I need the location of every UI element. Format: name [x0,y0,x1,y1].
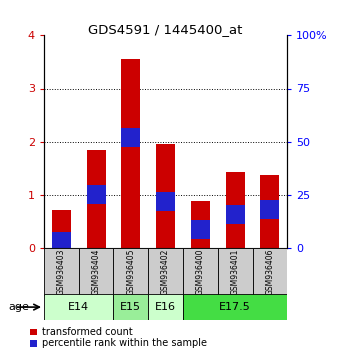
Text: GSM936400: GSM936400 [196,249,205,295]
Text: age: age [8,302,29,312]
Bar [44,294,114,320]
Bar [121,59,140,248]
Bar [260,175,280,248]
Bar [218,248,252,296]
Text: E16: E16 [155,302,176,312]
Bar [44,248,79,296]
Bar [52,210,71,248]
Text: GDS4591 / 1445400_at: GDS4591 / 1445400_at [89,23,243,36]
Bar [183,248,218,296]
Text: percentile rank within the sample: percentile rank within the sample [42,338,207,348]
Text: E14: E14 [68,302,89,312]
Bar [191,201,210,248]
Bar [156,192,175,211]
Bar [114,248,148,296]
Bar [148,294,183,320]
Bar [183,294,287,320]
Text: GSM936402: GSM936402 [161,249,170,295]
Text: GSM936403: GSM936403 [57,249,66,295]
Bar [260,200,280,219]
Bar [148,248,183,296]
Bar [114,294,148,320]
Text: E17.5: E17.5 [219,302,251,312]
Bar [225,172,245,248]
Text: transformed count: transformed count [42,327,132,337]
Bar [121,128,140,147]
Bar [87,185,106,204]
Text: GSM936401: GSM936401 [231,249,240,295]
Text: E15: E15 [120,302,141,312]
Bar [225,205,245,224]
Bar [252,248,287,296]
Bar [156,144,175,248]
Bar [191,219,210,239]
Text: GSM936404: GSM936404 [92,249,101,295]
Bar [79,248,114,296]
Bar [87,149,106,248]
Text: GSM936406: GSM936406 [265,249,274,295]
Text: GSM936405: GSM936405 [126,249,135,295]
Bar [52,232,71,251]
